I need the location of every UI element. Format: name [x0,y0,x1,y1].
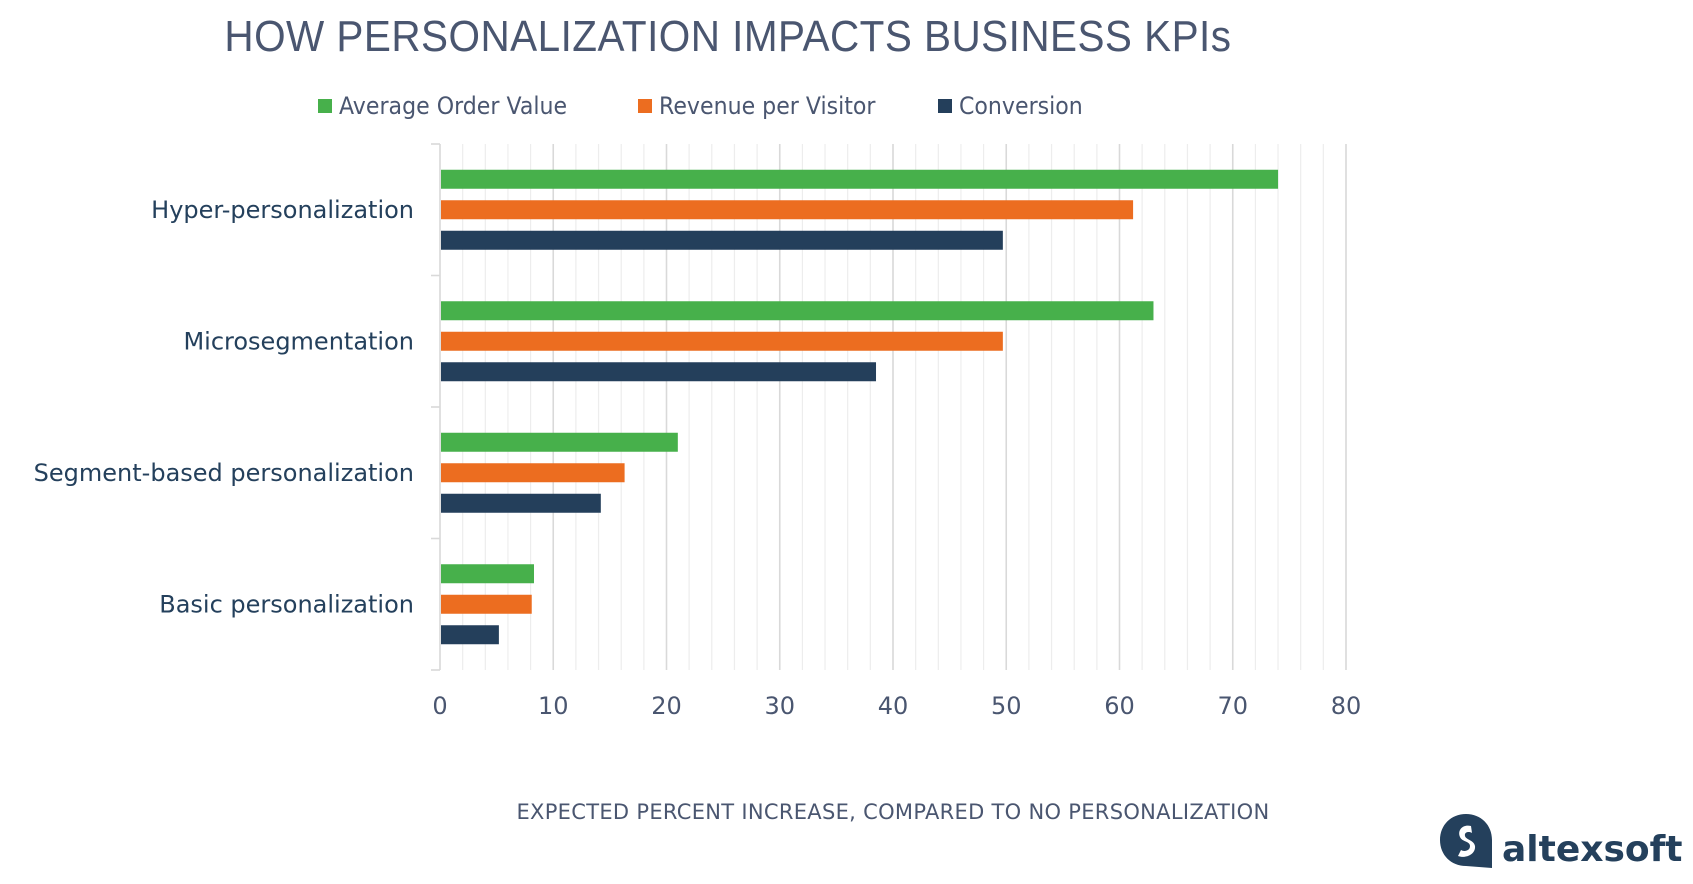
bar-revenue-per-visitor [441,594,532,614]
legend-item-conversion: Conversion [938,92,1094,120]
bar-revenue-per-visitor [441,200,1134,220]
x-tick-label: 30 [764,692,795,720]
legend-label: Conversion [959,92,1083,120]
x-axis-label: EXPECTED PERCENT INCREASE, COMPARED TO N… [516,800,1270,824]
bar-average-order-value [441,564,534,584]
gridlines [462,144,1347,670]
chart-title: HOW PERSONALIZATION IMPACTS BUSINESS KPI… [224,12,1232,61]
category-label: Segment-based personalization [34,459,414,487]
category-label: Microsegmentation [183,327,414,355]
bar-average-order-value [441,301,1154,321]
legend-item-revenue-per-visitor: Revenue per Visitor [638,92,894,120]
bar-conversion [441,625,499,645]
category-label: Basic personalization [159,590,414,618]
x-tick-label: 10 [538,692,569,720]
x-tick-label: 50 [991,692,1022,720]
bar-revenue-per-visitor [441,331,1003,351]
x-tick-labels: 0 10 20 30 40 50 60 70 80 [432,692,1361,720]
y-axis [431,143,441,671]
x-tick-label: 40 [878,692,909,720]
logo-text: altexsoft [1502,829,1683,870]
x-tick-label: 60 [1104,692,1135,720]
x-tick-label: 80 [1331,692,1362,720]
bar-conversion [441,230,1003,250]
altexsoft-logo: altexsoft [1438,812,1683,870]
bar-revenue-per-visitor [441,463,625,483]
legend-label: Average Order Value [339,92,568,120]
bar-average-order-value [441,169,1279,189]
x-tick-label: 70 [1217,692,1248,720]
legend-swatch [938,99,952,113]
legend-swatch [318,99,332,113]
bar-conversion [441,493,601,513]
bars [441,169,1279,645]
bar-average-order-value [441,432,678,452]
category-label: Hyper-personalization [151,196,414,224]
legend-label: Revenue per Visitor [659,92,876,120]
logo-mark-icon [1440,814,1492,868]
x-tick-label: 20 [651,692,682,720]
legend-item-average-order-value: Average Order Value [318,92,587,120]
x-tick-label: 0 [432,692,447,720]
legend-swatch [638,99,652,113]
category-labels: Hyper-personalization Microsegmentation Se… [34,196,414,619]
bar-conversion [441,362,877,382]
legend: Average Order Value Revenue per Visitor … [0,92,1693,132]
